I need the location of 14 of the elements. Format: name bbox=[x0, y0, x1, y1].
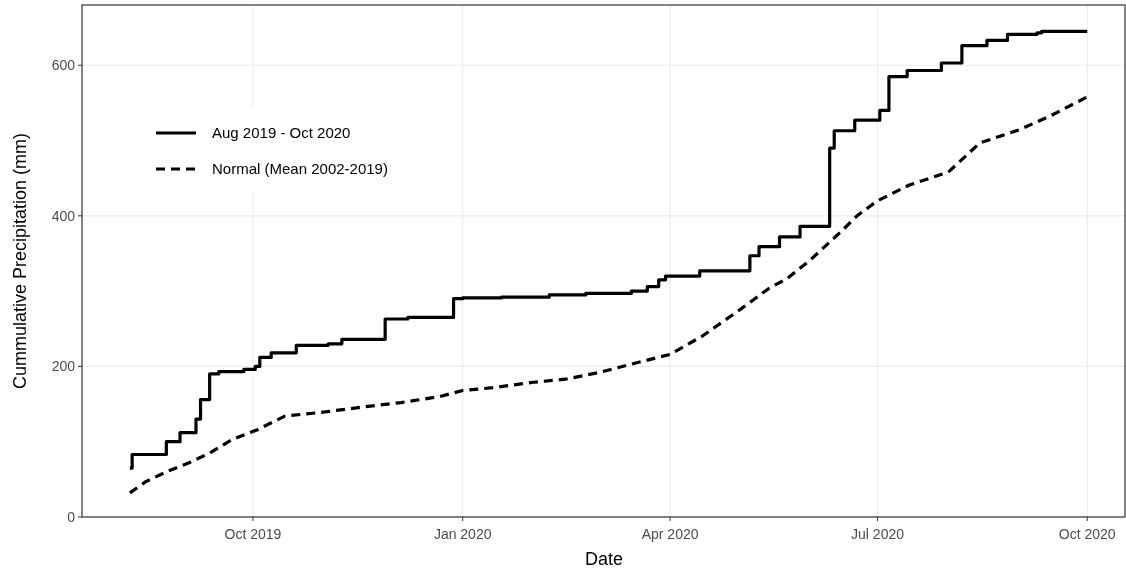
line-series bbox=[128, 95, 1089, 495]
legend-label: Normal (Mean 2002-2019) bbox=[212, 160, 388, 177]
x-tick-label: Oct 2019 bbox=[224, 526, 282, 542]
x-tick-label: Jul 2020 bbox=[851, 526, 905, 542]
x-tick-label: Apr 2020 bbox=[641, 526, 699, 542]
y-tick-label: 0 bbox=[67, 509, 76, 525]
y-tick-label: 200 bbox=[51, 358, 76, 375]
x-tick-label: Jan 2020 bbox=[433, 526, 492, 542]
y-tick-label: 400 bbox=[51, 207, 76, 224]
y-axis-title: Cummulative Precipitation (mm) bbox=[10, 132, 30, 390]
x-tick-label: Oct 2020 bbox=[1058, 526, 1116, 542]
y-tick-label: 600 bbox=[51, 57, 76, 74]
legend-label: Aug 2019 - Oct 2020 bbox=[212, 124, 351, 141]
x-axis-title: Date bbox=[584, 549, 624, 569]
